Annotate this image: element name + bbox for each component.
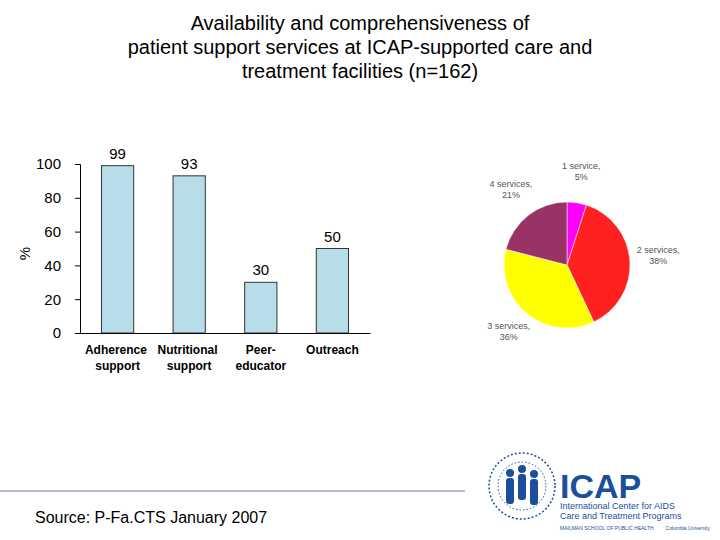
logo-figure-head xyxy=(518,465,526,473)
x-axis-line xyxy=(81,333,371,334)
data-label: 50 xyxy=(324,228,341,245)
title-line: patient support services at ICAP-support… xyxy=(128,36,593,58)
x-tick: Nutritional support xyxy=(158,333,221,373)
y-tick: 80 xyxy=(44,189,80,206)
pie-slice xyxy=(504,249,594,328)
logo-figure-head xyxy=(530,470,538,478)
logo-name: ICAP xyxy=(560,467,641,505)
x-tick-label: Outreach xyxy=(306,343,359,357)
page: Availability and comprehensiveness ofpat… xyxy=(0,0,720,540)
data-label: 93 xyxy=(181,155,198,172)
slice-value: 5% xyxy=(575,172,588,182)
y-tick: 0 xyxy=(53,324,80,341)
logo-subtitle: Care and Treatment Programs xyxy=(560,511,682,521)
slice-label: 1 service,5% xyxy=(562,161,601,182)
logo-subtitle: International Center for AIDS xyxy=(560,501,675,511)
y-tick-label: 0 xyxy=(53,324,61,341)
x-axis: Adherence support Nutritional support Peer… xyxy=(81,333,371,373)
x-tick: Outreach xyxy=(306,333,359,357)
slice-value: 38% xyxy=(649,256,667,266)
pie-chart: 1 service,5% 2 services,38% 3 services,36%… xyxy=(487,161,679,342)
y-tick: 60 xyxy=(44,223,80,240)
logo-figure-body xyxy=(530,479,538,505)
title: Availability and comprehensiveness ofpat… xyxy=(128,12,593,82)
source: Source: P-Fa.CTS January 2007 xyxy=(35,509,267,526)
x-tick-label: Adherence support xyxy=(85,343,150,373)
logo-school: MAILMAN SCHOOL OF PUBLIC HEALTH xyxy=(560,525,654,531)
logo: ICAPInternational Center for AIDSCare an… xyxy=(489,453,710,531)
title-line: treatment facilities (n=162) xyxy=(242,60,478,82)
data-label: 99 xyxy=(109,145,126,162)
y-tick: 40 xyxy=(44,257,80,274)
slice-category: 1 service, xyxy=(562,161,601,171)
y-tick-label: 100 xyxy=(36,155,61,172)
slice-label: 4 services,21% xyxy=(490,179,533,200)
y-tick-mark xyxy=(75,333,80,334)
x-tick: Peer-educator xyxy=(235,333,286,373)
data-labels: 99 93 30 50 xyxy=(109,145,341,279)
slice-label: 3 services,36% xyxy=(487,321,530,342)
y-tick: 100 xyxy=(36,155,80,172)
x-tick-label: Nutritional support xyxy=(158,343,221,373)
x-tick: Adherence support xyxy=(85,333,150,373)
y-tick-label: 20 xyxy=(44,291,61,308)
slice-value: 36% xyxy=(500,332,518,342)
y-axis-title: % xyxy=(16,247,33,260)
y-axis-line xyxy=(75,165,81,334)
logo-globe xyxy=(489,453,555,519)
y-tick: 20 xyxy=(44,291,80,308)
footer-rule xyxy=(0,491,465,492)
data-label: 30 xyxy=(252,261,269,278)
slice-category: 4 services, xyxy=(490,179,533,189)
y-tick-label: 60 xyxy=(44,223,61,240)
bar xyxy=(316,249,348,334)
slice-value: 21% xyxy=(502,190,520,200)
y-tick-mark xyxy=(75,265,80,266)
logo-university: Columbia University xyxy=(666,525,711,531)
bar xyxy=(173,176,205,333)
logo-globe-inner xyxy=(498,462,546,510)
y-tick-label: 40 xyxy=(44,257,61,274)
slice-category: 3 services, xyxy=(487,321,530,331)
bar xyxy=(101,166,133,333)
logo-figure-body xyxy=(518,474,526,500)
title-line: Availability and comprehensiveness of xyxy=(191,12,530,34)
bar xyxy=(245,282,277,333)
y-tick-mark xyxy=(75,232,80,233)
logo-icon xyxy=(489,453,555,519)
pie-slice xyxy=(506,202,567,265)
y-axis: 0 20 40 60 80 100 xyxy=(36,155,81,341)
slice-labels: 1 service,5% 2 services,38% 3 services,36%… xyxy=(487,161,679,342)
logo-figure-head xyxy=(506,469,514,477)
bar-chart: 0 20 40 60 80 100% Adherence support Nutritiona… xyxy=(16,145,371,373)
y-tick-mark xyxy=(75,299,80,300)
y-tick-label: 80 xyxy=(44,189,61,206)
bars xyxy=(101,166,348,333)
slice-category: 2 services, xyxy=(637,245,680,255)
y-tick-mark xyxy=(75,164,80,165)
slice-label: 2 services,38% xyxy=(637,245,680,266)
y-tick-mark xyxy=(75,198,80,199)
x-tick-label: Peer-educator xyxy=(235,343,286,373)
logo-figure-body xyxy=(506,478,514,504)
slices xyxy=(504,202,630,328)
